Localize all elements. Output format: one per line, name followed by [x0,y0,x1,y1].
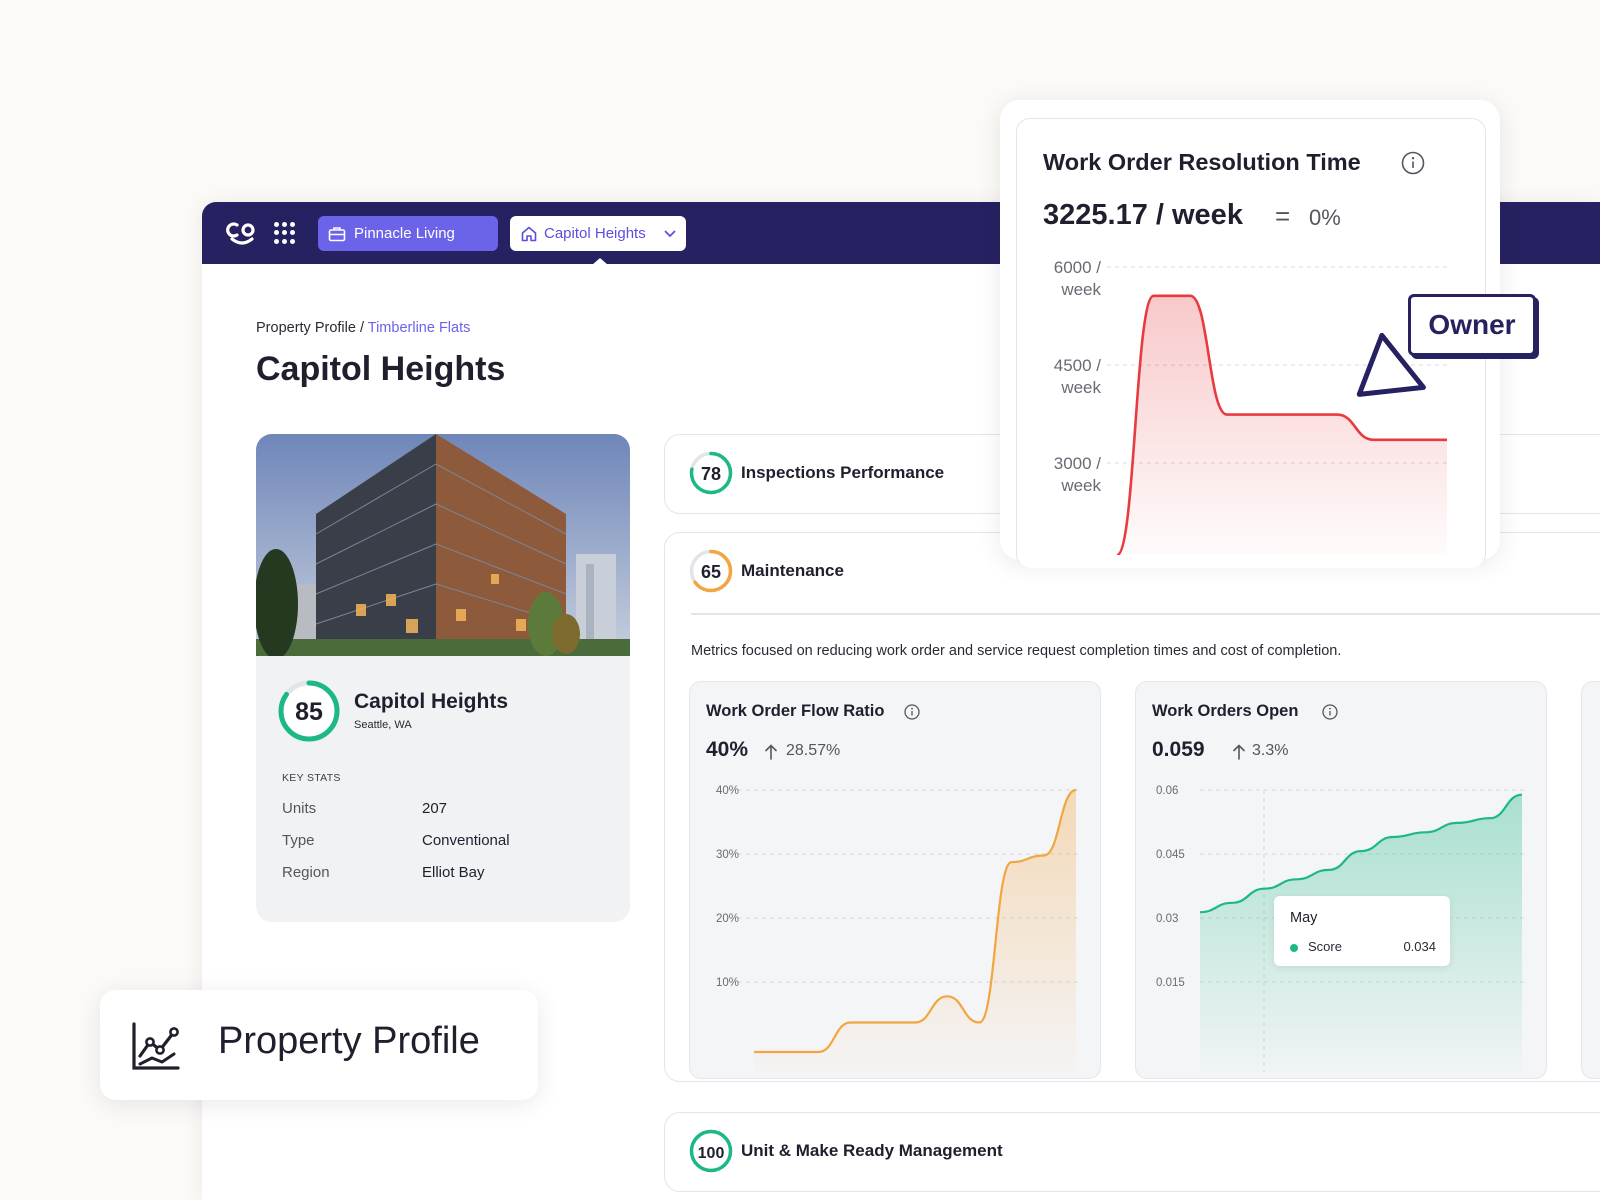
property-score-value: 85 [295,698,323,726]
y-tick-label: 4500 / [1054,356,1102,375]
line-chart-icon [132,1022,180,1070]
overlay-change-percent: 0% [1309,205,1341,230]
metric-card-work-order-flow-ratio[interactable]: Work Order Flow Ratio 40% 28.57% 40% 30% 2… [689,681,1101,1079]
info-icon[interactable] [1322,704,1338,720]
metric-card-work-orders-open[interactable]: Work Orders Open 0.059 3.3% 0.06 0.045 0.0… [1135,681,1547,1079]
y-tick-label: week [1060,476,1101,495]
metric-title: Work Orders Open [1152,702,1299,720]
section-title: Inspections Performance [741,463,945,482]
feature-label-text: Property Profile [218,1020,480,1062]
y-tick-label: 10% [716,977,739,989]
breadcrumb-root[interactable]: Property Profile [256,320,356,336]
key-stats-heading: KEY STATS [282,772,341,784]
tooltip-title: May [1290,910,1318,926]
property-selector-label: Capitol Heights [544,225,646,242]
property-score-ring: 85 [278,680,340,742]
metric-delta: 28.57% [786,742,841,759]
resolution-time-chart: 6000 / week 4500 / week 3000 / week [1054,258,1449,555]
overlay-title: Work Order Resolution Time [1043,149,1361,175]
property-card: 85 Capitol Heights Seattle, WA KEY STATS… [256,434,630,922]
y-tick-label: week [1060,280,1101,299]
owner-role-badge: Owner [1408,294,1536,356]
y-tick-label: 20% [716,913,739,925]
unit-make-ready-score-ring: 100 [689,1129,733,1173]
breadcrumb-current[interactable]: Timberline Flats [367,320,471,336]
home-icon [521,226,537,241]
breadcrumb: Property Profile / Timberline Flats [256,320,470,336]
resolution-time-card-inner: Work Order Resolution Time 3225.17 / wee… [1016,118,1486,568]
info-icon[interactable] [904,704,920,720]
tooltip-series-value: 0.034 [1403,939,1436,954]
section-title: Unit & Make Ready Management [741,1141,1003,1160]
series-line [1115,294,1447,555]
metric-delta: 3.3% [1252,742,1289,759]
y-tick-label: 6000 / [1054,258,1102,277]
portfolio-selector-button[interactable]: Pinnacle Living [318,216,498,251]
property-location: Seattle, WA [354,719,412,731]
section-unit-make-ready-management[interactable]: 100 Unit & Make Ready Management [664,1112,1600,1192]
metric-value: 0.059 [1152,738,1205,761]
portfolio-selector-label: Pinnacle Living [354,225,455,242]
inspections-score-value: 78 [701,464,721,484]
y-tick-label: 40% [716,785,739,797]
section-maintenance: 65 Maintenance Metrics focused on reduci… [664,532,1600,1082]
inspections-score-ring: 78 [689,451,733,495]
series-area [1117,295,1447,555]
arrow-up-icon [765,744,777,760]
chart-tooltip: May Score 0.034 [1274,896,1450,966]
series-line [754,788,1077,1054]
y-tick-label: 0.06 [1156,785,1178,797]
metric-card-partial[interactable] [1581,681,1600,1079]
y-tick-label: 30% [716,849,739,861]
property-name: Capitol Heights [354,690,509,713]
stat-value: Elliot Bay [422,864,485,881]
property-selector-dropdown[interactable]: Capitol Heights [510,216,686,251]
section-divider [691,613,1600,615]
page-title: Capitol Heights [256,350,506,388]
info-icon[interactable] [1401,151,1425,175]
equals-icon: = [1275,201,1291,231]
company-logo-icon[interactable] [226,219,258,247]
section-title: Maintenance [741,561,844,580]
y-tick-label: week [1060,378,1101,397]
unit-make-ready-score-value: 100 [698,1145,725,1162]
stat-value: 207 [422,800,448,817]
briefcase-icon [328,226,346,241]
pointer-cursor-icon [1356,332,1426,397]
metric-title: Work Order Flow Ratio [706,702,885,720]
section-description: Metrics focused on reducing work order a… [691,643,1342,659]
metric-value: 40% [706,738,749,761]
tooltip-series-label: Score [1308,939,1342,954]
stat-label: Units [282,800,317,817]
chevron-down-icon [664,230,676,237]
building-photo [256,434,630,656]
maintenance-score-value: 65 [701,562,721,582]
stat-label: Type [282,832,315,849]
stat-value: Conventional [422,832,510,849]
y-tick-label: 0.045 [1156,849,1185,861]
app-launcher-grid-icon[interactable] [274,222,296,244]
y-tick-label: 0.03 [1156,913,1178,925]
y-tick-label: 0.015 [1156,977,1185,989]
series-line [1199,793,1523,914]
dropdown-caret [592,258,608,265]
maintenance-score-ring: 65 [689,549,733,593]
stat-label: Region [282,864,330,881]
work-order-flow-ratio-chart: 40% 30% 20% 10% [716,785,1082,1072]
overlay-value: 3225.17 / week [1043,199,1243,231]
breadcrumb-separator: / [355,320,368,336]
y-tick-label: 3000 / [1054,454,1102,473]
series-area [754,790,1076,1072]
series-dot [1290,944,1298,952]
feature-label-card: Property Profile [100,990,538,1100]
arrow-up-icon [1233,744,1245,760]
